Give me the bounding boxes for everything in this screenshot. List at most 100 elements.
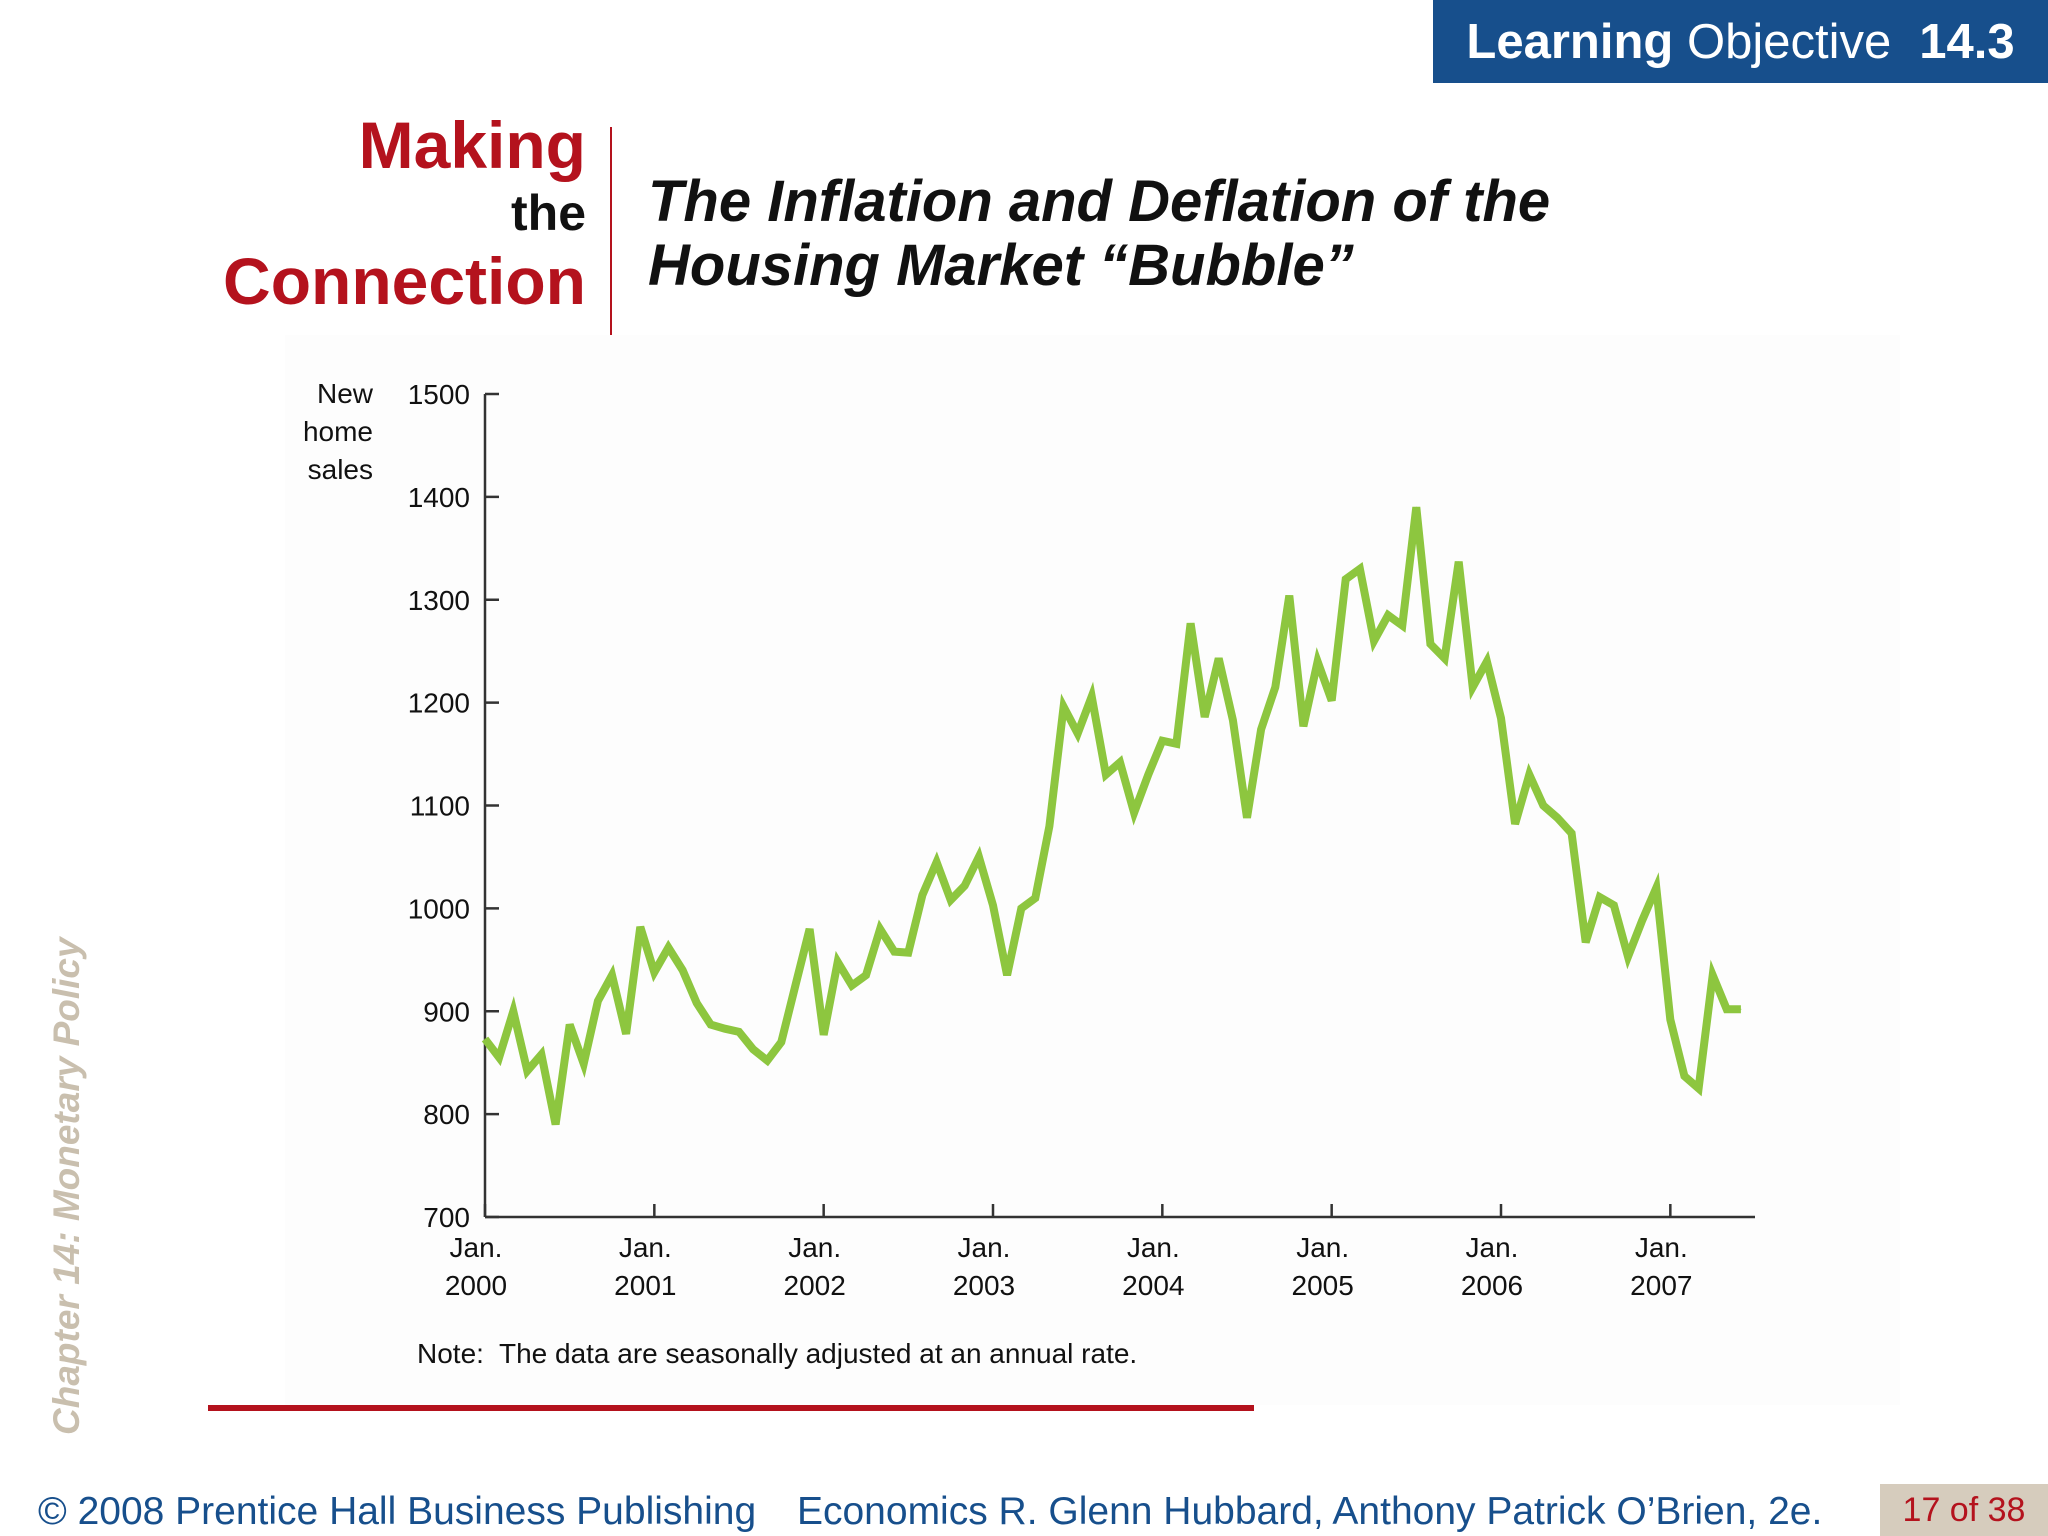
data-point: [1020, 907, 1022, 909]
data-point: [1077, 733, 1079, 734]
y-tick-label: 1000: [408, 893, 470, 924]
data-point: [625, 1033, 627, 1035]
learning-objective-label: Learning: [1466, 14, 1674, 69]
data-point: [1246, 817, 1248, 819]
x-tick-label: Jan.: [1296, 1232, 1349, 1263]
data-point: [1119, 761, 1121, 763]
page-title: The Inflation and Deflation of the Housi…: [648, 170, 1550, 298]
x-tick-label: 2006: [1461, 1270, 1523, 1301]
data-point: [1472, 686, 1474, 688]
data-point: [794, 985, 796, 986]
data-point: [1429, 643, 1431, 645]
x-tick-label: 2004: [1122, 1270, 1184, 1301]
data-point: [1317, 661, 1319, 662]
y-tick-label: 700: [423, 1202, 470, 1233]
data-point: [512, 1010, 514, 1012]
page-title-line1: The Inflation and Deflation of the: [648, 169, 1551, 234]
data-point: [1683, 1075, 1685, 1077]
data-point: [936, 861, 938, 863]
data-point: [583, 1063, 585, 1065]
data-point: [921, 894, 923, 896]
data-point: [1500, 717, 1502, 719]
data-point: [823, 1034, 825, 1036]
y-tick-label: 1200: [408, 688, 470, 719]
data-point: [1641, 920, 1643, 922]
data-point: [1514, 823, 1516, 825]
learning-objective-number: 14.3: [1919, 14, 2015, 69]
data-point: [1006, 974, 1008, 976]
data-point: [738, 1031, 740, 1033]
y-tick-label: 1100: [410, 791, 470, 822]
data-point: [879, 928, 881, 930]
y-axis-label: New: [317, 378, 374, 409]
data-point: [1345, 578, 1347, 580]
data-point: [1373, 640, 1375, 642]
data-point: [1232, 719, 1234, 721]
x-tick-label: Jan.: [958, 1232, 1011, 1263]
data-point: [1288, 595, 1290, 597]
data-point: [1387, 614, 1389, 616]
data-point: [696, 1002, 698, 1004]
series-line: [481, 506, 1741, 1126]
data-point: [780, 1041, 782, 1043]
data-point: [766, 1060, 768, 1062]
data-point: [907, 952, 909, 954]
y-tick-label: 1400: [408, 482, 470, 513]
x-tick-label: Jan.: [1127, 1232, 1180, 1263]
data-point: [1302, 725, 1304, 727]
y-tick-label: 800: [423, 1099, 470, 1130]
learning-objective-rest: Objective: [1686, 14, 1892, 69]
x-tick-label: Jan.: [788, 1232, 841, 1263]
logo-divider: [610, 127, 612, 335]
data-point: [1401, 625, 1403, 626]
data-point: [1063, 706, 1065, 708]
data-point: [555, 1123, 557, 1125]
x-tick-label: Jan.: [1635, 1232, 1688, 1263]
data-point: [1161, 740, 1163, 742]
footer-book: Economics R. Glenn Hubbard, Anthony Patr…: [796, 1490, 1823, 1533]
data-point: [639, 926, 641, 928]
data-point: [653, 971, 655, 973]
x-tick-label: Jan.: [619, 1232, 672, 1263]
chapter-side-label: Chapter 14: Monetary Policy: [46, 937, 87, 1435]
data-point: [1528, 774, 1530, 776]
x-tick-label: Jan.: [450, 1232, 503, 1263]
data-point: [682, 969, 684, 971]
connection-word: Connection: [223, 244, 586, 318]
data-point: [964, 885, 966, 887]
data-point: [992, 904, 994, 906]
data-point: [1175, 743, 1177, 745]
x-tick-label: 2002: [784, 1270, 846, 1301]
data-point: [1331, 700, 1333, 702]
data-point: [724, 1028, 726, 1030]
data-point: [540, 1054, 542, 1055]
data-point: [752, 1048, 754, 1050]
data-point: [1698, 1087, 1700, 1089]
data-point: [1571, 832, 1573, 834]
data-point: [1486, 661, 1488, 662]
data-point: [484, 1038, 486, 1040]
data-point: [851, 985, 853, 986]
data-point: [1274, 686, 1276, 688]
data-point: [950, 899, 952, 901]
red-divider: [208, 1405, 1254, 1411]
data-point: [1627, 956, 1629, 958]
data-point: [1655, 887, 1657, 889]
data-point: [597, 1000, 599, 1002]
data-point: [1048, 825, 1050, 827]
data-point: [1091, 696, 1093, 697]
data-point: [1105, 774, 1107, 776]
data-point: [1542, 805, 1544, 806]
data-point: [1190, 622, 1192, 624]
x-tick-label: 2003: [953, 1270, 1015, 1301]
chart-panel: 700 800 900 1000 1100 1200 1300 1400 1500 New home…: [285, 335, 1900, 1405]
data-point: [978, 856, 980, 858]
data-point: [1740, 1008, 1742, 1010]
y-tick-label: 900: [423, 996, 470, 1027]
data-point: [1585, 941, 1587, 943]
y-tick-label: 1500: [408, 379, 470, 410]
data-point: [1218, 657, 1220, 659]
data-point: [1444, 657, 1446, 659]
data-point: [1726, 1008, 1728, 1010]
y-tick-label: 1300: [408, 585, 470, 616]
